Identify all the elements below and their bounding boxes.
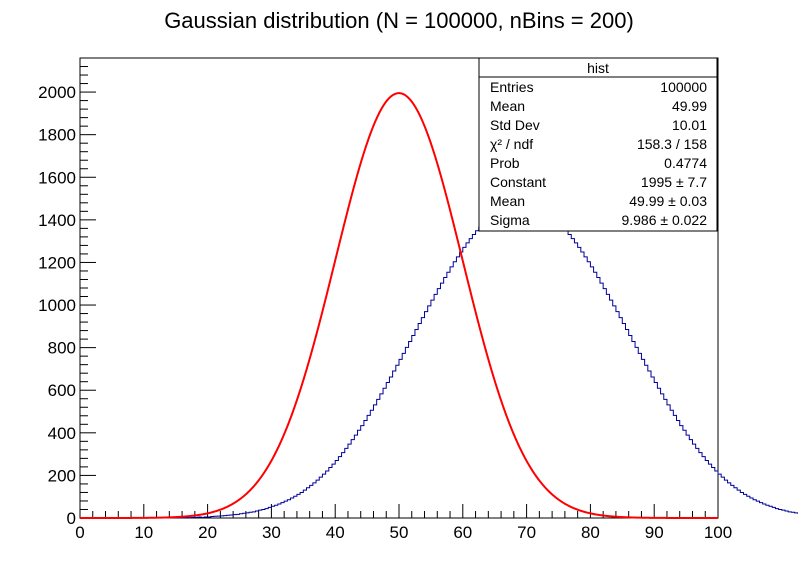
x-tick-label: 80 [581,523,600,542]
stats-value: 158.3 / 158 [637,136,707,152]
x-tick-label: 10 [134,523,153,542]
stats-label: Mean [490,193,525,209]
x-tick-label: 30 [262,523,281,542]
stats-label: Mean [490,98,525,114]
stats-label: Prob [490,155,520,171]
stats-label: χ² / ndf [490,136,533,152]
x-tick-label: 0 [75,523,84,542]
y-tick-label: 1600 [38,168,76,187]
y-axis: 0 200 400 600 800 1000 1200 1400 1600 1800 2000 [38,57,96,528]
stats-value: 1995 ± 7.7 [641,174,707,190]
x-tick-label: 20 [198,523,217,542]
stats-label: Constant [490,174,546,190]
stats-value: 49.99 [672,98,707,114]
stats-value: 10.01 [672,117,707,133]
stats-value: 100000 [660,79,707,95]
chart-title: Gaussian distribution (N = 100000, nBins… [164,8,634,33]
stats-label: Std Dev [490,117,540,133]
y-tick-label: 600 [48,381,76,400]
x-tick-label: 60 [453,523,472,542]
stats-label: Entries [490,79,534,95]
x-tick-label: 70 [517,523,536,542]
gaussian-fit-curve [80,92,718,519]
stats-value: 9.986 ± 0.022 [621,212,707,228]
y-tick-label: 1800 [38,126,76,145]
y-tick-label: 800 [48,339,76,358]
stats-box: hist Entries 100000 Mean 49.99 Std Dev 10.01 χ²… [478,57,718,232]
x-tick-label: 40 [326,523,345,542]
x-tick-label: 100 [704,523,732,542]
y-tick-label: 400 [48,424,76,443]
stats-value: 49.99 ± 0.03 [629,193,707,209]
x-tick-label: 90 [645,523,664,542]
histogram-series [80,202,798,519]
y-tick-label: 2000 [38,83,76,102]
x-tick-label: 50 [390,523,409,542]
y-tick-label: 0 [67,509,76,528]
x-axis: 0 10 20 30 40 50 60 70 80 90 100 [75,504,732,542]
y-tick-label: 1400 [38,211,76,230]
y-tick-label: 1000 [38,296,76,315]
stats-box-title: hist [587,60,609,76]
y-tick-label: 1200 [38,253,76,272]
stats-value: 0.4774 [664,155,707,171]
stats-label: Sigma [490,212,530,228]
y-tick-label: 200 [48,466,76,485]
